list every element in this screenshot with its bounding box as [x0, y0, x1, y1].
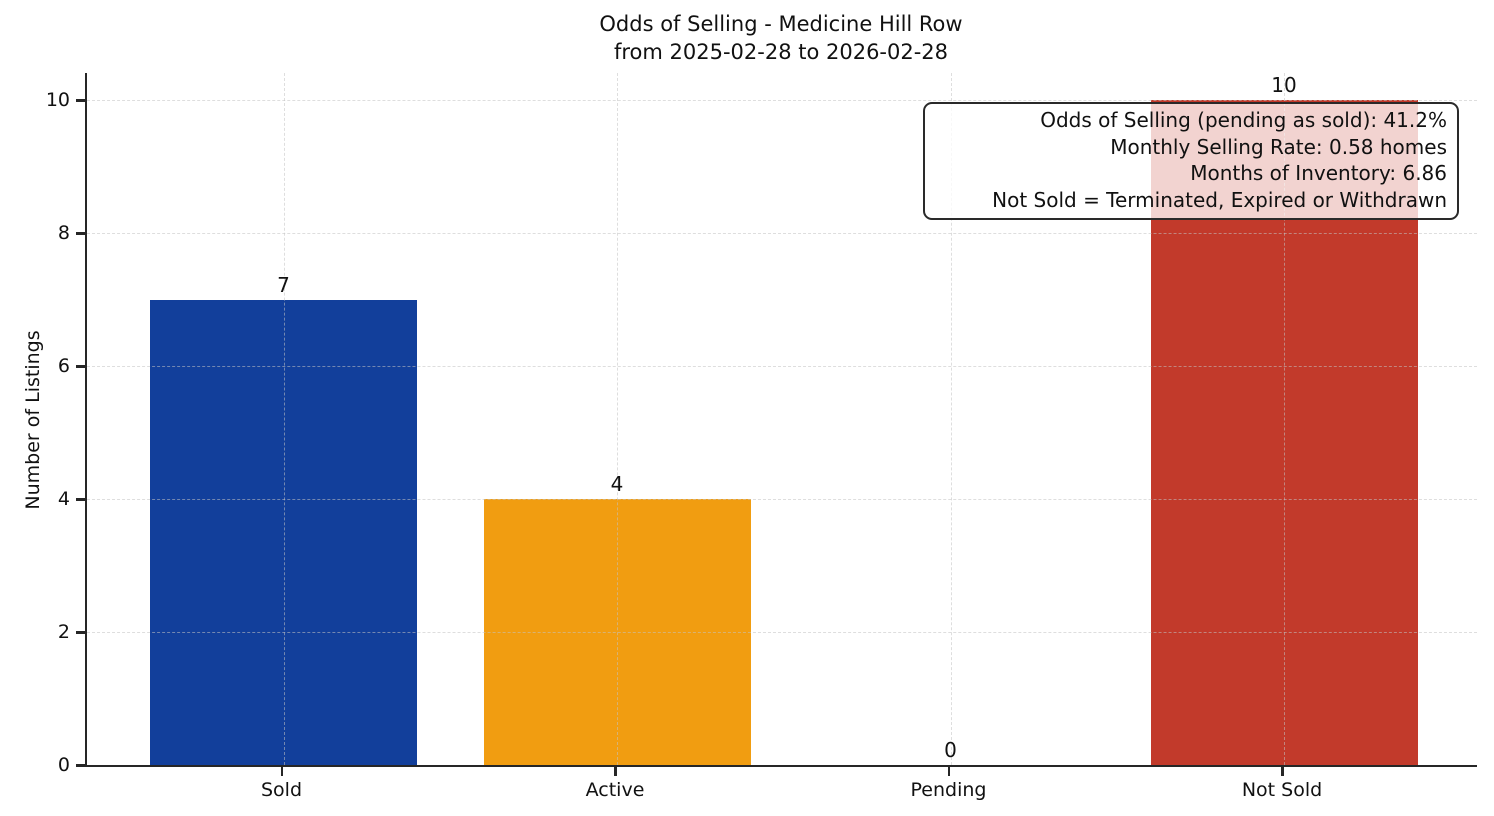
x-tick-label-active: Active — [585, 779, 645, 801]
y-tick-label-2: 2 — [57, 621, 70, 643]
chart-subtitle: from 2025-02-28 to 2026-02-28 — [613, 40, 949, 64]
x-tick-mark — [1281, 767, 1284, 776]
y-tick-mark — [76, 631, 85, 634]
bar-sold — [150, 299, 417, 765]
x-tick-mark — [947, 767, 950, 776]
y-tick-label-8: 8 — [57, 222, 70, 244]
y-tick-mark — [76, 764, 85, 767]
x-tick-label-not-sold: Not Sold — [1241, 779, 1323, 801]
annotation-monthly-selling-rate: Monthly Selling Rate: 0.58 homes — [1110, 134, 1447, 159]
stats-annotation-box: Odds of Selling (pending as sold): 41.2%… — [923, 102, 1459, 220]
x-tick-mark — [280, 767, 283, 776]
bar-value-label-sold: 7 — [277, 272, 290, 297]
bar-value-label-not-sold: 10 — [1271, 73, 1297, 97]
y-tick-label-6: 6 — [57, 355, 70, 377]
bar-value-label-active: 4 — [610, 472, 624, 496]
x-tick-mark — [614, 767, 617, 776]
bar-active — [483, 499, 751, 765]
y-tick-mark — [76, 232, 85, 235]
y-tick-label-4: 4 — [57, 488, 70, 510]
y-tick-mark — [76, 365, 85, 368]
annotation-months-of-inventory: Months of Inventory: 6.86 — [1190, 161, 1447, 185]
chart-title: Odds of Selling - Medicine Hill Row — [599, 12, 963, 36]
y-tick-mark — [76, 498, 85, 501]
x-tick-label-pending: Pending — [910, 779, 987, 801]
y-tick-label-10: 10 — [45, 89, 70, 111]
x-tick-label-sold: Sold — [260, 779, 303, 801]
bar-value-label-pending: 0 — [944, 738, 957, 762]
annotation-not-sold-definition: Not Sold = Terminated, Expired or Withdr… — [992, 187, 1447, 212]
annotation-odds-of-selling: Odds of Selling (pending as sold): 41.2% — [1040, 108, 1447, 132]
y-tick-mark — [76, 99, 85, 102]
y-tick-label-0: 0 — [57, 754, 70, 776]
